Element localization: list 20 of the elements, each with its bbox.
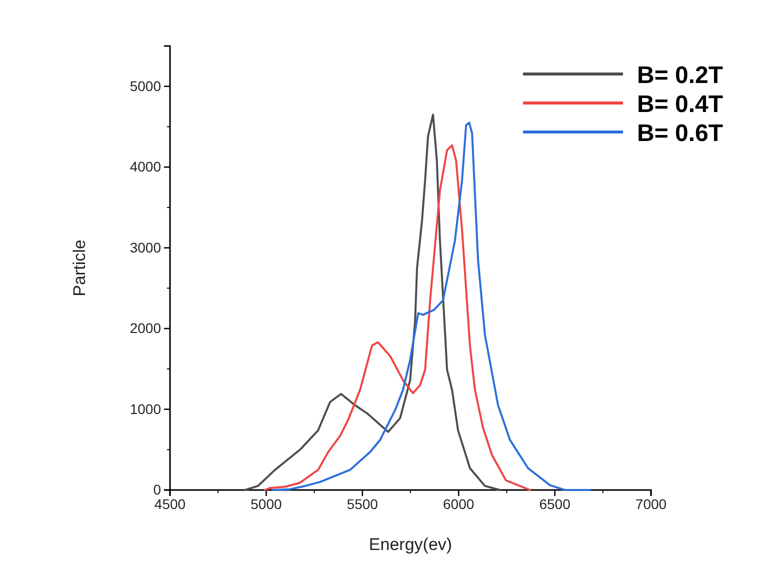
y-tick-label: 2000: [130, 320, 162, 336]
line-series: [264, 144, 531, 491]
y-tick-label: 1000: [130, 400, 162, 417]
x-tick-label: 5500: [346, 496, 378, 512]
x-tick-label: 5000: [250, 496, 282, 512]
x-tick-label: 6000: [443, 496, 474, 512]
legend-label: B= 0.2T: [637, 62, 724, 89]
y-tick-label: 4000: [130, 158, 162, 175]
x-tick-label: 4500: [154, 496, 186, 512]
x-tick-label: 7000: [635, 496, 667, 512]
y-axis-title: Particle: [70, 240, 89, 296]
y-tick-label: 5000: [130, 78, 162, 94]
y-tick-label: 3000: [130, 239, 162, 256]
legend-label: B= 0.4T: [637, 91, 724, 118]
legend-label: B= 0.6T: [637, 120, 724, 147]
line-series: [272, 122, 592, 491]
line-series: [244, 114, 501, 491]
x-axis-title: Energy(ev): [368, 535, 452, 554]
y-tick-label: 0: [153, 481, 162, 498]
x-tick-label: 6500: [539, 496, 571, 512]
